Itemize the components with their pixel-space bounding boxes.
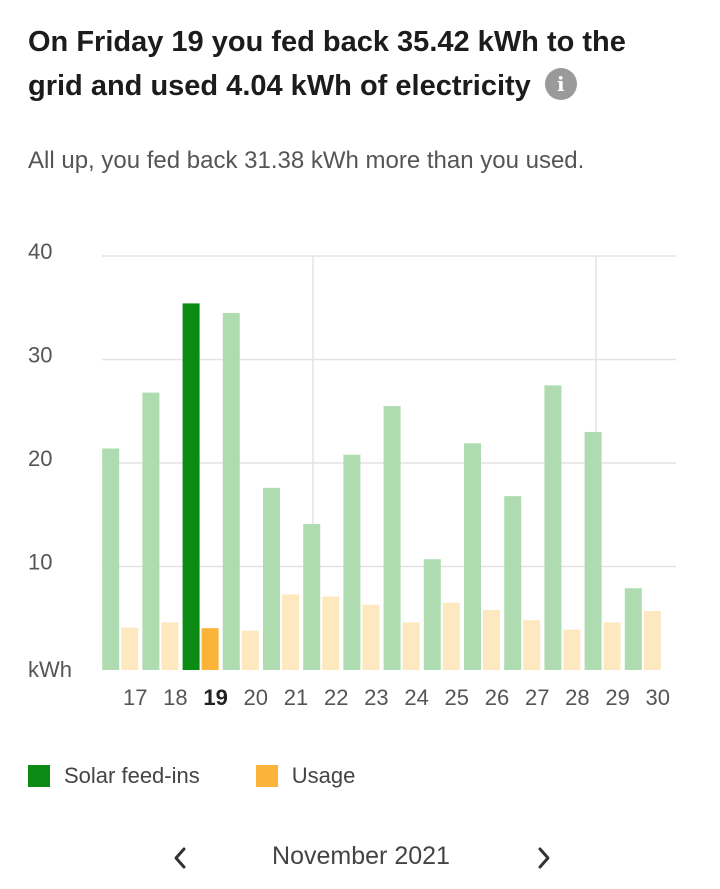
x-tick-label-30: 30 <box>646 685 670 710</box>
bar-solar-28 <box>544 385 562 670</box>
chart-legend: Solar feed-ins Usage <box>28 763 411 789</box>
bar-solar-22 <box>303 524 321 670</box>
bar-solar-20 <box>222 312 240 670</box>
bar-solar-23 <box>343 454 361 670</box>
legend-item-solar[interactable]: Solar feed-ins <box>28 763 200 789</box>
bar-usage-19 <box>201 628 219 670</box>
summary-text: All up, you fed back 31.38 kWh more than… <box>28 147 585 174</box>
x-tick-label-25: 25 <box>445 685 469 710</box>
legend-swatch-solar <box>28 765 50 787</box>
bar-solar-17 <box>102 448 120 670</box>
current-month-label: November 2021 <box>272 842 450 870</box>
x-tick-label-23: 23 <box>364 685 388 710</box>
info-icon[interactable]: i <box>544 68 577 100</box>
bar-usage-25 <box>442 602 460 670</box>
bar-usage-21 <box>282 594 299 670</box>
bar-usage-29 <box>603 622 621 670</box>
x-tick-label-17: 17 <box>123 685 147 710</box>
bar-solar-29 <box>584 431 602 670</box>
bar-usage-18 <box>161 622 179 670</box>
bar-solar-25 <box>423 559 441 670</box>
next-month-button[interactable] <box>524 836 564 880</box>
energy-bar-chart: 10 20 30 40 kWh 17 18 19 20 21 22 23 24 25 26 27 28 29 30 <box>28 239 676 710</box>
previous-month-button[interactable] <box>160 836 200 880</box>
legend-label-solar: Solar feed-ins <box>64 763 200 788</box>
bar-solar-21 <box>263 487 280 670</box>
y-tick-label-20: 20 <box>28 446 52 471</box>
chevron-right-icon <box>538 847 550 869</box>
bar-solar-18 <box>142 392 160 670</box>
bar-usage-30 <box>643 611 661 670</box>
bar-usage-17 <box>121 627 139 670</box>
x-tick-label-19: 19 <box>203 685 227 710</box>
bar-usage-27 <box>523 620 541 670</box>
x-tick-label-29: 29 <box>605 685 629 710</box>
y-tick-label-40: 40 <box>28 239 52 264</box>
legend-swatch-usage <box>255 765 278 787</box>
bar-solar-30 <box>624 588 642 670</box>
chevron-left-icon <box>174 847 186 869</box>
month-pager: November 2021 <box>0 836 720 880</box>
bar-usage-20 <box>241 630 259 670</box>
bar-solar-26 <box>464 443 481 670</box>
y-tick-label-30: 30 <box>28 343 52 368</box>
bar-usage-28 <box>563 629 581 670</box>
x-tick-label-26: 26 <box>485 685 509 710</box>
bar-usage-22 <box>322 596 340 670</box>
bar-solar-27 <box>504 496 522 670</box>
y-tick-label-10: 10 <box>28 550 52 575</box>
bar-usage-26 <box>483 609 500 670</box>
headline-text: On Friday 19 you fed back 35.42 kWh to t… <box>28 26 626 102</box>
legend-label-usage: Usage <box>291 763 356 788</box>
bar-solar-19 <box>182 303 200 670</box>
x-tick-label-24: 24 <box>404 685 428 710</box>
x-tick-label-18: 18 <box>163 685 187 710</box>
x-tick-label-27: 27 <box>525 685 549 710</box>
page-title: On Friday 19 you fed back 35.42 kWh to t… <box>28 20 688 108</box>
bar-usage-24 <box>402 622 420 670</box>
x-tick-label-28: 28 <box>565 685 589 710</box>
bar-solar-24 <box>383 406 401 670</box>
x-tick-label-22: 22 <box>324 685 348 710</box>
x-tick-label-20: 20 <box>244 685 268 710</box>
x-tick-label-21: 21 <box>284 685 308 710</box>
y-axis-label: kWh <box>28 657 72 682</box>
legend-item-usage[interactable]: Usage <box>255 763 356 789</box>
bar-usage-23 <box>362 604 380 670</box>
